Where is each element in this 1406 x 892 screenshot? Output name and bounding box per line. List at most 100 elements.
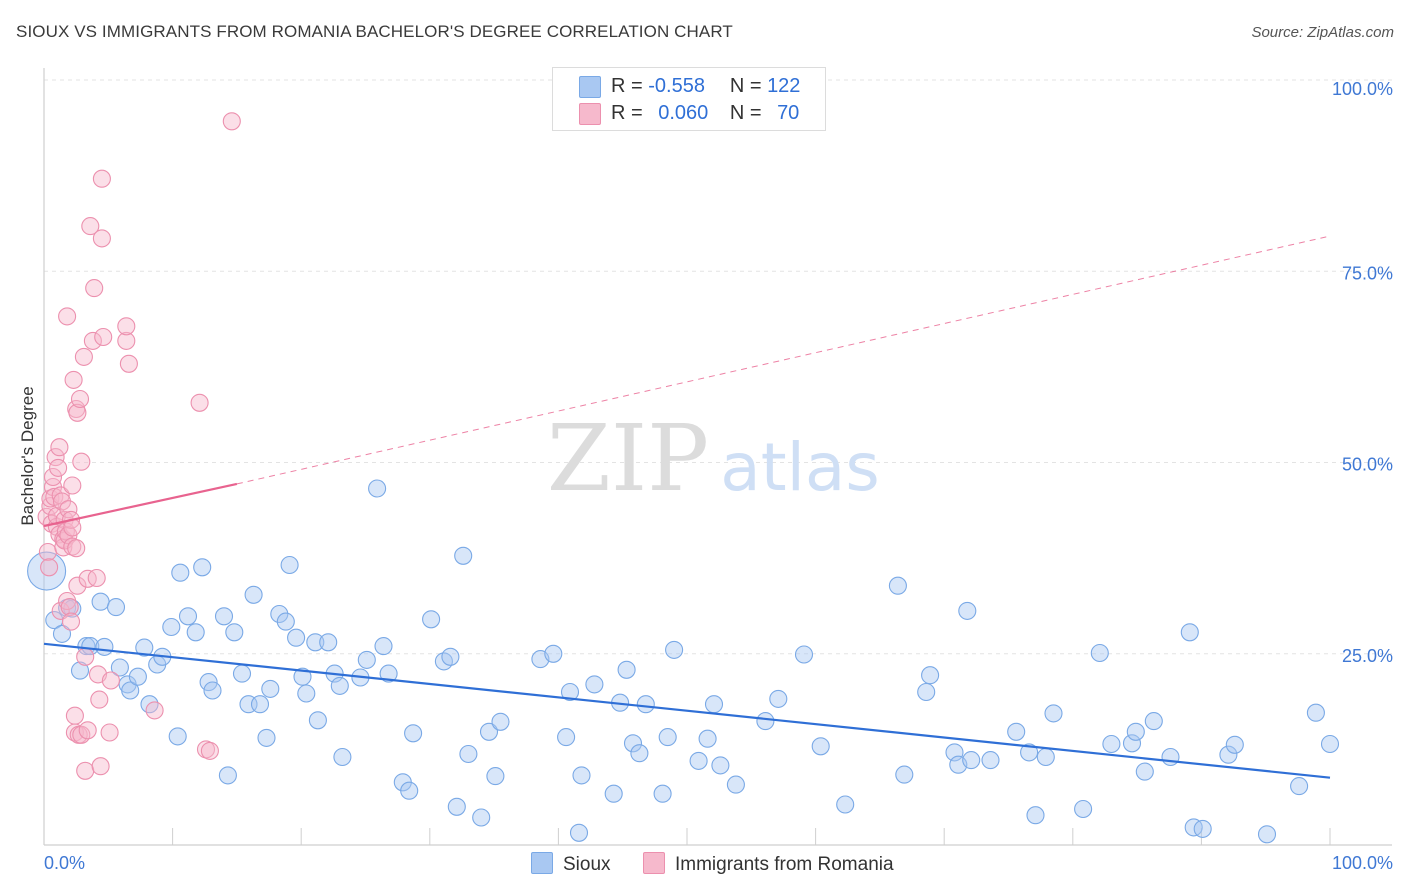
watermark-zip: ZIP: [547, 405, 709, 512]
sioux-point: [585, 675, 604, 694]
sioux-point: [1225, 735, 1244, 754]
sioux-point: [557, 728, 576, 747]
romania-point: [91, 757, 110, 776]
bottom-legend-label-sioux: Sioux: [563, 854, 611, 875]
sioux-point: [1126, 722, 1145, 741]
romania-point: [100, 723, 119, 742]
legend-n-label: N =: [729, 75, 762, 97]
romania-point: [51, 486, 70, 505]
legend-n-value-sioux: 122: [767, 75, 801, 97]
sioux-point: [441, 647, 460, 666]
romania-point: [58, 307, 77, 326]
sioux-point: [689, 751, 708, 770]
sioux-point: [214, 607, 234, 626]
sioux-point: [171, 563, 190, 582]
romania-point: [49, 458, 68, 477]
sioux-point: [486, 767, 505, 786]
sioux-point: [704, 695, 724, 714]
sioux-point: [250, 695, 270, 714]
sioux-point: [981, 751, 1000, 770]
romania-point: [60, 598, 79, 617]
romania-point: [101, 671, 120, 690]
y-tick-label: 100.0%: [1332, 79, 1393, 99]
sioux-point: [135, 638, 154, 657]
gridlines: [44, 79, 1392, 655]
romania-point: [200, 741, 219, 760]
sioux-point: [1102, 734, 1121, 754]
legend-r-value-romania: 0.060: [658, 102, 709, 124]
romania-point: [70, 389, 90, 409]
legend-r-value-sioux: -0.558: [648, 75, 705, 97]
sioux-point: [617, 660, 636, 679]
sioux-point: [374, 637, 393, 656]
sioux-point: [1020, 743, 1039, 762]
sioux-point: [244, 585, 263, 604]
romania-point: [76, 761, 95, 780]
romania-point: [90, 690, 109, 709]
legend-r-label: R =: [611, 75, 643, 97]
sioux-point: [1193, 819, 1212, 838]
watermark: ZIP atlas: [547, 405, 880, 512]
sioux-point: [1007, 722, 1026, 741]
sioux-point: [270, 604, 289, 624]
romania-point: [68, 403, 87, 422]
sioux-point: [836, 795, 855, 814]
sioux-point: [572, 766, 591, 785]
sioux-point: [711, 756, 730, 775]
sioux-point: [333, 747, 352, 767]
sioux-point: [544, 644, 563, 663]
bottom-legend-swatch-sioux: [531, 852, 553, 874]
sioux-point: [225, 623, 244, 642]
sioux-point: [769, 689, 788, 708]
axes: [43, 68, 1392, 846]
sioux-point: [293, 667, 312, 686]
romania-point: [76, 647, 95, 666]
sioux-point: [1144, 712, 1163, 731]
legend-r-label: R =: [611, 102, 643, 124]
bottom-legend-swatch-romania: [643, 852, 665, 874]
y-tick-label: 25.0%: [1342, 646, 1393, 666]
bottom-legend-romania: Immigrants from Romania: [643, 852, 894, 876]
romania-point: [43, 467, 63, 487]
legend-n-label: N =: [729, 102, 762, 124]
sioux-point: [479, 722, 499, 741]
y-tick-label: 75.0%: [1342, 263, 1393, 283]
romania-point: [67, 539, 86, 558]
sioux-point: [917, 682, 936, 702]
romania-point: [92, 169, 111, 188]
sioux-point: [218, 766, 237, 785]
sioux-point: [261, 679, 280, 698]
sioux-point: [1026, 806, 1045, 825]
sioux-point: [368, 479, 387, 498]
sioux-point: [193, 558, 212, 577]
romania-point: [190, 393, 209, 412]
sioux-point: [1320, 734, 1340, 754]
legend-n-value-romania: 70: [777, 102, 800, 124]
romania-point: [63, 476, 82, 495]
data-points: [27, 112, 1340, 844]
sioux-point: [287, 628, 306, 647]
sioux-point: [168, 727, 187, 746]
sioux-point: [106, 598, 126, 617]
sioux-point: [91, 592, 110, 611]
sioux-point: [276, 612, 295, 631]
sioux-point: [1036, 747, 1055, 767]
tick-labels: 25.0% 50.0% 75.0% 100.0% 0.0% 100.0%: [44, 79, 1393, 873]
romania-point: [92, 229, 111, 248]
sioux-point: [162, 617, 181, 637]
sioux-point: [306, 633, 325, 652]
romania-point: [40, 558, 59, 577]
romania-point: [74, 347, 93, 366]
sioux-point: [1074, 799, 1093, 819]
trend-lines: [43, 235, 1331, 779]
sioux-point: [1090, 643, 1109, 663]
watermark-atlas: atlas: [720, 429, 880, 506]
sioux-point: [1135, 762, 1154, 781]
sioux-point: [232, 664, 252, 683]
romania-point: [119, 354, 138, 373]
sioux-point: [623, 734, 643, 753]
sioux-point: [422, 610, 441, 629]
romania-point: [61, 612, 81, 631]
sioux-point: [110, 658, 129, 677]
